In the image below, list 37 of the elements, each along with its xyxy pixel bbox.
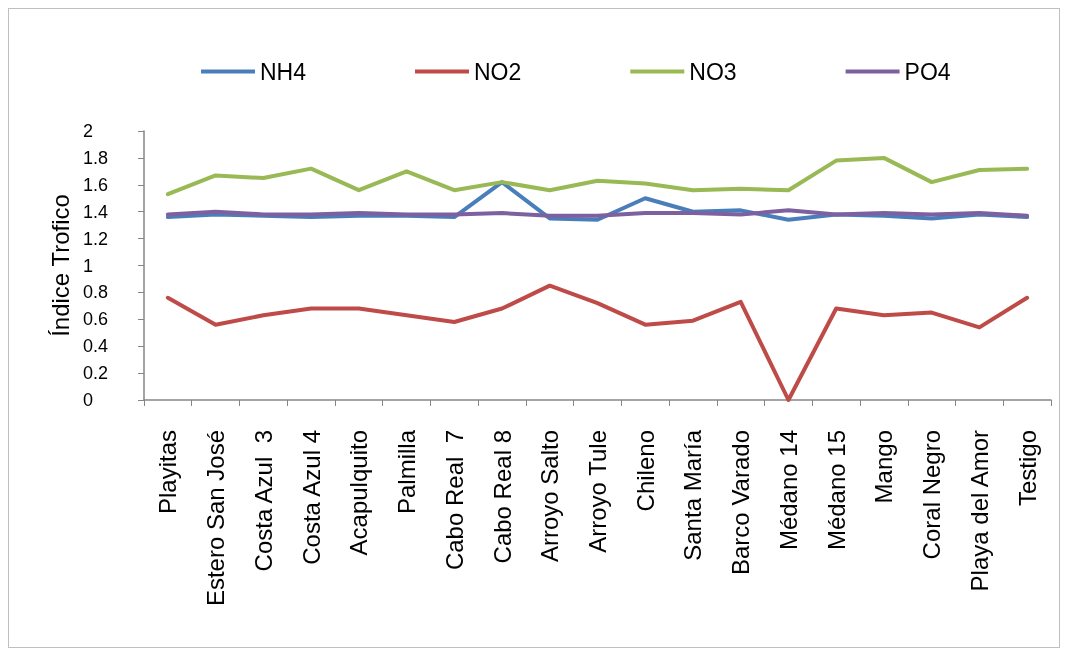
y-tick-label: 0.4 bbox=[83, 336, 109, 357]
x-tick-label: Testigo bbox=[1013, 430, 1041, 507]
x-tick-label: Cabo Real 8 bbox=[488, 430, 516, 564]
x-tick-label: Chileno bbox=[631, 430, 659, 512]
x-tick-label: Arroyo Salto bbox=[536, 430, 564, 563]
legend-label: NO2 bbox=[474, 58, 522, 85]
x-tick-label: Costa Azul 4 bbox=[297, 430, 325, 565]
y-tick-label: 1.2 bbox=[83, 228, 109, 249]
y-tick-label: 0.6 bbox=[83, 309, 109, 330]
x-tick-label: Médano 14 bbox=[774, 430, 802, 551]
line-series bbox=[165, 155, 1030, 197]
legend-label: NO3 bbox=[689, 58, 737, 85]
x-tick-label: Costa Azul 3 bbox=[249, 430, 277, 572]
x-tick-label: Palmilla bbox=[393, 429, 421, 515]
legend-label: NH4 bbox=[260, 58, 307, 85]
y-tick-label: 0.2 bbox=[83, 363, 109, 384]
y-tick-label: 1.4 bbox=[83, 201, 109, 222]
y-tick-label: 1.8 bbox=[83, 147, 109, 168]
x-tick-label: Médano 15 bbox=[822, 430, 850, 551]
legend-label: PO4 bbox=[904, 58, 951, 85]
y-tick-label: 1 bbox=[83, 255, 94, 276]
x-tick-label: Playa del Amor bbox=[965, 430, 993, 592]
x-tick-label: Barco Varado bbox=[727, 430, 755, 575]
x-tick-label: Playitas bbox=[154, 430, 182, 515]
x-tick-label: Mango bbox=[870, 430, 898, 504]
x-tick-label: Santa María bbox=[679, 429, 707, 561]
y-tick-label: 0 bbox=[83, 390, 94, 410]
y-tick-label: 2 bbox=[83, 121, 94, 141]
y-axis-title: Índice Trofico bbox=[46, 194, 74, 337]
x-tick-label: Estero San José bbox=[202, 430, 230, 607]
x-tick-label: Arroyo Tule bbox=[584, 430, 611, 553]
y-tick-label: 0.8 bbox=[83, 282, 109, 303]
x-tick-label: Acapulquito bbox=[345, 430, 373, 556]
y-tick-label: 1.6 bbox=[83, 174, 109, 195]
x-tick-label: Cabo Real 7 bbox=[440, 430, 468, 571]
line-series bbox=[165, 283, 1030, 402]
x-tick-label: Coral Negro bbox=[918, 430, 946, 560]
